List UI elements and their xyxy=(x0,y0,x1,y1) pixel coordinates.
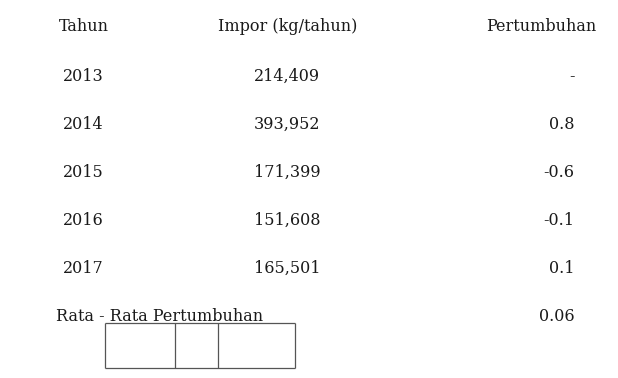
Text: 214,409: 214,409 xyxy=(255,68,320,85)
Text: 151,608: 151,608 xyxy=(254,212,321,229)
Text: 2015: 2015 xyxy=(63,164,104,181)
Text: -: - xyxy=(569,68,575,85)
Text: 165,501: 165,501 xyxy=(254,260,321,277)
Text: 2013: 2013 xyxy=(63,68,104,85)
Text: 2016: 2016 xyxy=(63,212,104,229)
Text: 2017: 2017 xyxy=(63,260,104,277)
Text: Pertumbuhan: Pertumbuhan xyxy=(486,18,596,35)
Text: Impor (kg/tahun): Impor (kg/tahun) xyxy=(218,18,357,35)
Text: 171,399: 171,399 xyxy=(254,164,321,181)
Text: 2014: 2014 xyxy=(63,116,104,133)
Text: Rata - Rata Pertumbuhan: Rata - Rata Pertumbuhan xyxy=(56,308,263,325)
Text: -0.6: -0.6 xyxy=(544,164,575,181)
Text: 0.1: 0.1 xyxy=(549,260,575,277)
Text: Tahun: Tahun xyxy=(59,18,108,35)
Text: 393,952: 393,952 xyxy=(254,116,321,133)
Text: 0.8: 0.8 xyxy=(549,116,575,133)
Text: -0.1: -0.1 xyxy=(544,212,575,229)
Text: 0.06: 0.06 xyxy=(539,308,575,325)
